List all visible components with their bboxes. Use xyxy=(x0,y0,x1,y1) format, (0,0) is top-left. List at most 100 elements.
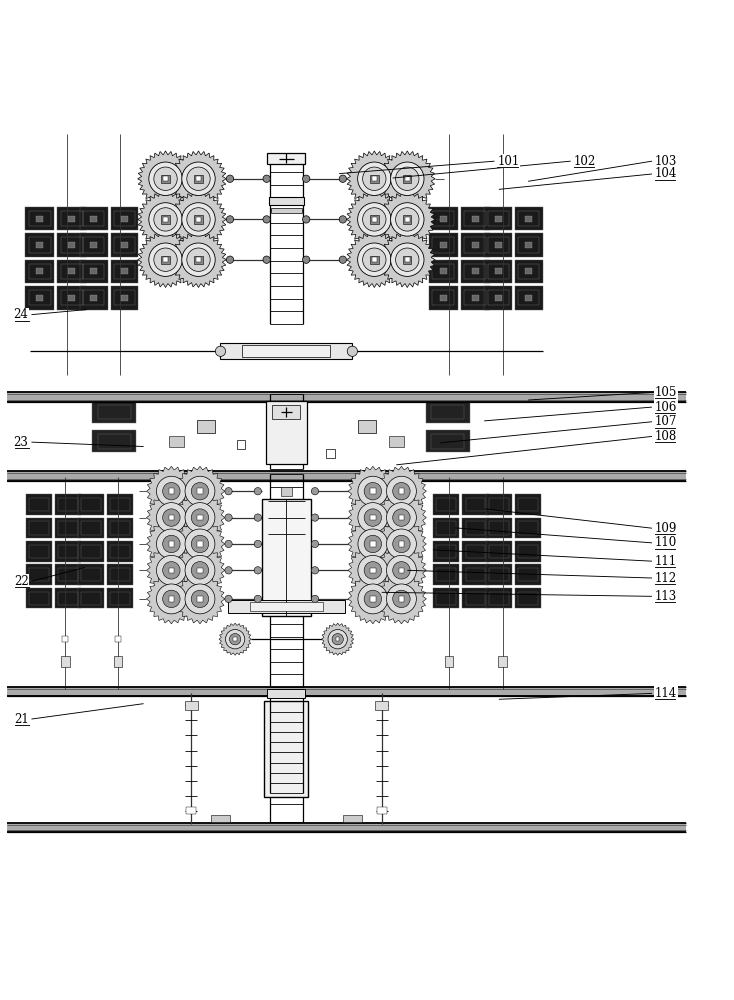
Bar xyxy=(78,518,104,538)
Bar xyxy=(57,260,87,283)
Bar xyxy=(526,295,532,301)
Text: 101: 101 xyxy=(498,155,520,168)
Bar xyxy=(36,216,43,222)
Bar xyxy=(484,207,512,230)
Circle shape xyxy=(393,590,410,608)
Bar xyxy=(107,588,134,608)
Circle shape xyxy=(263,256,270,263)
Bar xyxy=(518,545,538,558)
Bar xyxy=(62,636,68,642)
Bar xyxy=(465,211,487,226)
Circle shape xyxy=(226,216,233,223)
Circle shape xyxy=(390,243,424,276)
Bar xyxy=(29,568,48,581)
Bar xyxy=(472,216,479,222)
Bar xyxy=(518,521,538,535)
Bar xyxy=(370,515,376,520)
Bar xyxy=(110,521,130,535)
Text: 23: 23 xyxy=(14,436,29,449)
Bar xyxy=(495,268,501,274)
Bar xyxy=(515,494,542,515)
Circle shape xyxy=(156,476,186,506)
Bar xyxy=(403,215,412,224)
Bar xyxy=(242,345,330,357)
Polygon shape xyxy=(346,151,402,207)
Bar xyxy=(36,295,43,301)
Bar xyxy=(461,233,490,257)
Bar xyxy=(461,286,490,310)
Bar xyxy=(107,518,134,538)
Bar xyxy=(81,545,101,558)
Circle shape xyxy=(358,503,388,533)
Bar xyxy=(197,488,203,494)
Bar xyxy=(495,216,501,222)
Text: 102: 102 xyxy=(573,155,596,168)
Text: 22: 22 xyxy=(14,575,29,588)
Bar xyxy=(372,217,377,222)
Bar xyxy=(195,256,203,264)
Bar xyxy=(486,494,512,515)
Bar xyxy=(462,588,489,608)
Bar xyxy=(399,596,404,602)
Polygon shape xyxy=(175,493,225,542)
Circle shape xyxy=(311,595,319,603)
Circle shape xyxy=(225,630,245,649)
Bar xyxy=(440,216,447,222)
Bar xyxy=(426,430,470,452)
Circle shape xyxy=(192,535,208,553)
Polygon shape xyxy=(147,574,196,624)
Bar xyxy=(515,260,543,283)
Bar xyxy=(114,237,135,253)
Bar xyxy=(68,216,76,222)
Text: 112: 112 xyxy=(655,572,677,585)
Bar xyxy=(465,237,487,253)
Circle shape xyxy=(339,175,346,182)
Circle shape xyxy=(156,503,186,533)
Bar xyxy=(26,494,52,515)
Bar xyxy=(78,494,104,515)
Circle shape xyxy=(163,590,180,608)
Bar xyxy=(161,215,170,224)
Circle shape xyxy=(185,529,215,559)
Bar xyxy=(267,153,305,164)
Circle shape xyxy=(263,175,270,182)
Circle shape xyxy=(187,208,210,231)
Bar xyxy=(29,211,51,226)
Bar xyxy=(489,521,509,535)
Bar xyxy=(83,264,104,279)
Circle shape xyxy=(187,248,210,271)
Bar xyxy=(170,436,184,447)
Circle shape xyxy=(163,535,180,553)
Bar xyxy=(465,290,487,305)
Circle shape xyxy=(387,584,416,614)
Bar xyxy=(196,217,201,222)
Bar xyxy=(110,545,130,558)
Bar xyxy=(114,211,135,226)
Bar xyxy=(195,215,203,224)
Bar xyxy=(432,211,454,226)
Text: 105: 105 xyxy=(655,386,677,399)
Bar xyxy=(399,488,404,494)
Bar xyxy=(83,237,104,253)
Text: 107: 107 xyxy=(655,415,677,428)
Bar xyxy=(267,689,305,698)
Bar xyxy=(90,216,97,222)
Bar xyxy=(472,268,479,274)
Polygon shape xyxy=(175,519,225,569)
Bar xyxy=(465,592,485,605)
Bar xyxy=(197,596,203,602)
Circle shape xyxy=(192,482,208,500)
Bar xyxy=(36,242,43,248)
Bar xyxy=(518,264,539,279)
Bar xyxy=(83,290,104,305)
Circle shape xyxy=(156,584,186,614)
Bar xyxy=(29,521,48,535)
Bar xyxy=(29,237,51,253)
Bar xyxy=(399,515,404,520)
Bar xyxy=(78,541,104,562)
Circle shape xyxy=(311,567,319,574)
Circle shape xyxy=(390,162,424,195)
Bar xyxy=(228,600,345,613)
Circle shape xyxy=(364,509,382,526)
Bar xyxy=(370,256,379,264)
